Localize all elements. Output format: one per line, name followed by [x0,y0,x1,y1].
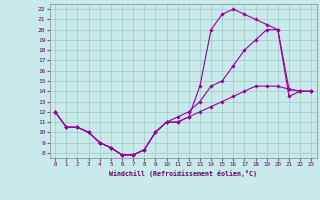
X-axis label: Windchill (Refroidissement éolien,°C): Windchill (Refroidissement éolien,°C) [109,170,257,177]
